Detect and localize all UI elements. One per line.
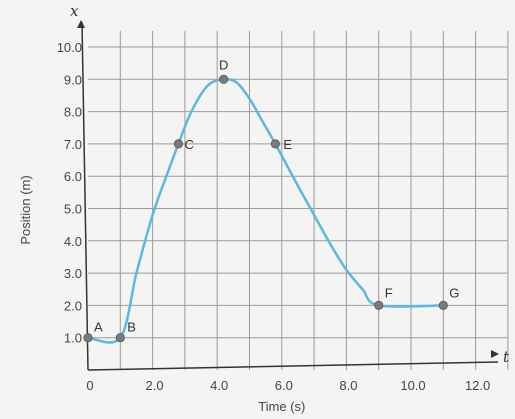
point-a (83, 333, 93, 343)
y-tick-label: 4.0 (64, 234, 82, 249)
point-label-g: G (449, 285, 459, 300)
tick-labels: 0 2.0 4.0 6.0 8.0 10.0 12.0 1.0 2.0 3.0 4.0 5.0 6.0 7… (57, 40, 491, 393)
y-tick-label: 10.0 (57, 40, 82, 55)
y-axis-title: Position (m) (18, 175, 33, 244)
point-label-b: B (127, 320, 136, 335)
x-tick-label: 6.0 (275, 378, 293, 393)
y-tick-label: 7.0 (64, 137, 82, 152)
grid (88, 30, 509, 370)
x-axis-arrow-icon (491, 350, 499, 358)
point-label-e: E (283, 137, 292, 152)
y-tick-label: 6.0 (64, 169, 82, 184)
x-tick-label: 4.0 (210, 378, 228, 393)
axes (77, 20, 499, 371)
point-b (115, 333, 125, 343)
x-axis-title: Time (s) (258, 399, 305, 414)
y-axis-line (81, 21, 89, 371)
point-label-d: D (219, 57, 228, 72)
position-curve (86, 77, 445, 344)
point-d (219, 74, 229, 84)
point-g (438, 300, 448, 310)
x-tick-label: 12.0 (465, 378, 490, 393)
point-f (374, 300, 384, 310)
x-tick-label: 8.0 (339, 378, 357, 393)
point-e (270, 139, 280, 149)
y-axis-variable: x (70, 2, 79, 20)
x-tick-label: 10.0 (400, 378, 425, 393)
point-label-a: A (94, 320, 103, 335)
y-tick-label: 2.0 (64, 298, 82, 313)
y-tick-label: 5.0 (64, 202, 82, 217)
y-tick-label: 9.0 (64, 72, 82, 87)
y-tick-label: 3.0 (64, 266, 82, 281)
point-c (173, 139, 184, 149)
x-axis-variable: t (503, 348, 510, 366)
y-axis-arrow-icon (77, 20, 85, 28)
data-points: A B C D E F G (83, 57, 459, 343)
point-label-f: F (385, 285, 393, 300)
point-label-c: C (184, 137, 193, 152)
x-tick-label: 0 (86, 378, 93, 393)
x-tick-label: 2.0 (146, 378, 164, 393)
y-tick-label: 8.0 (64, 105, 82, 120)
y-tick-label: 1.0 (64, 331, 82, 346)
x-axis-line (87, 361, 499, 371)
